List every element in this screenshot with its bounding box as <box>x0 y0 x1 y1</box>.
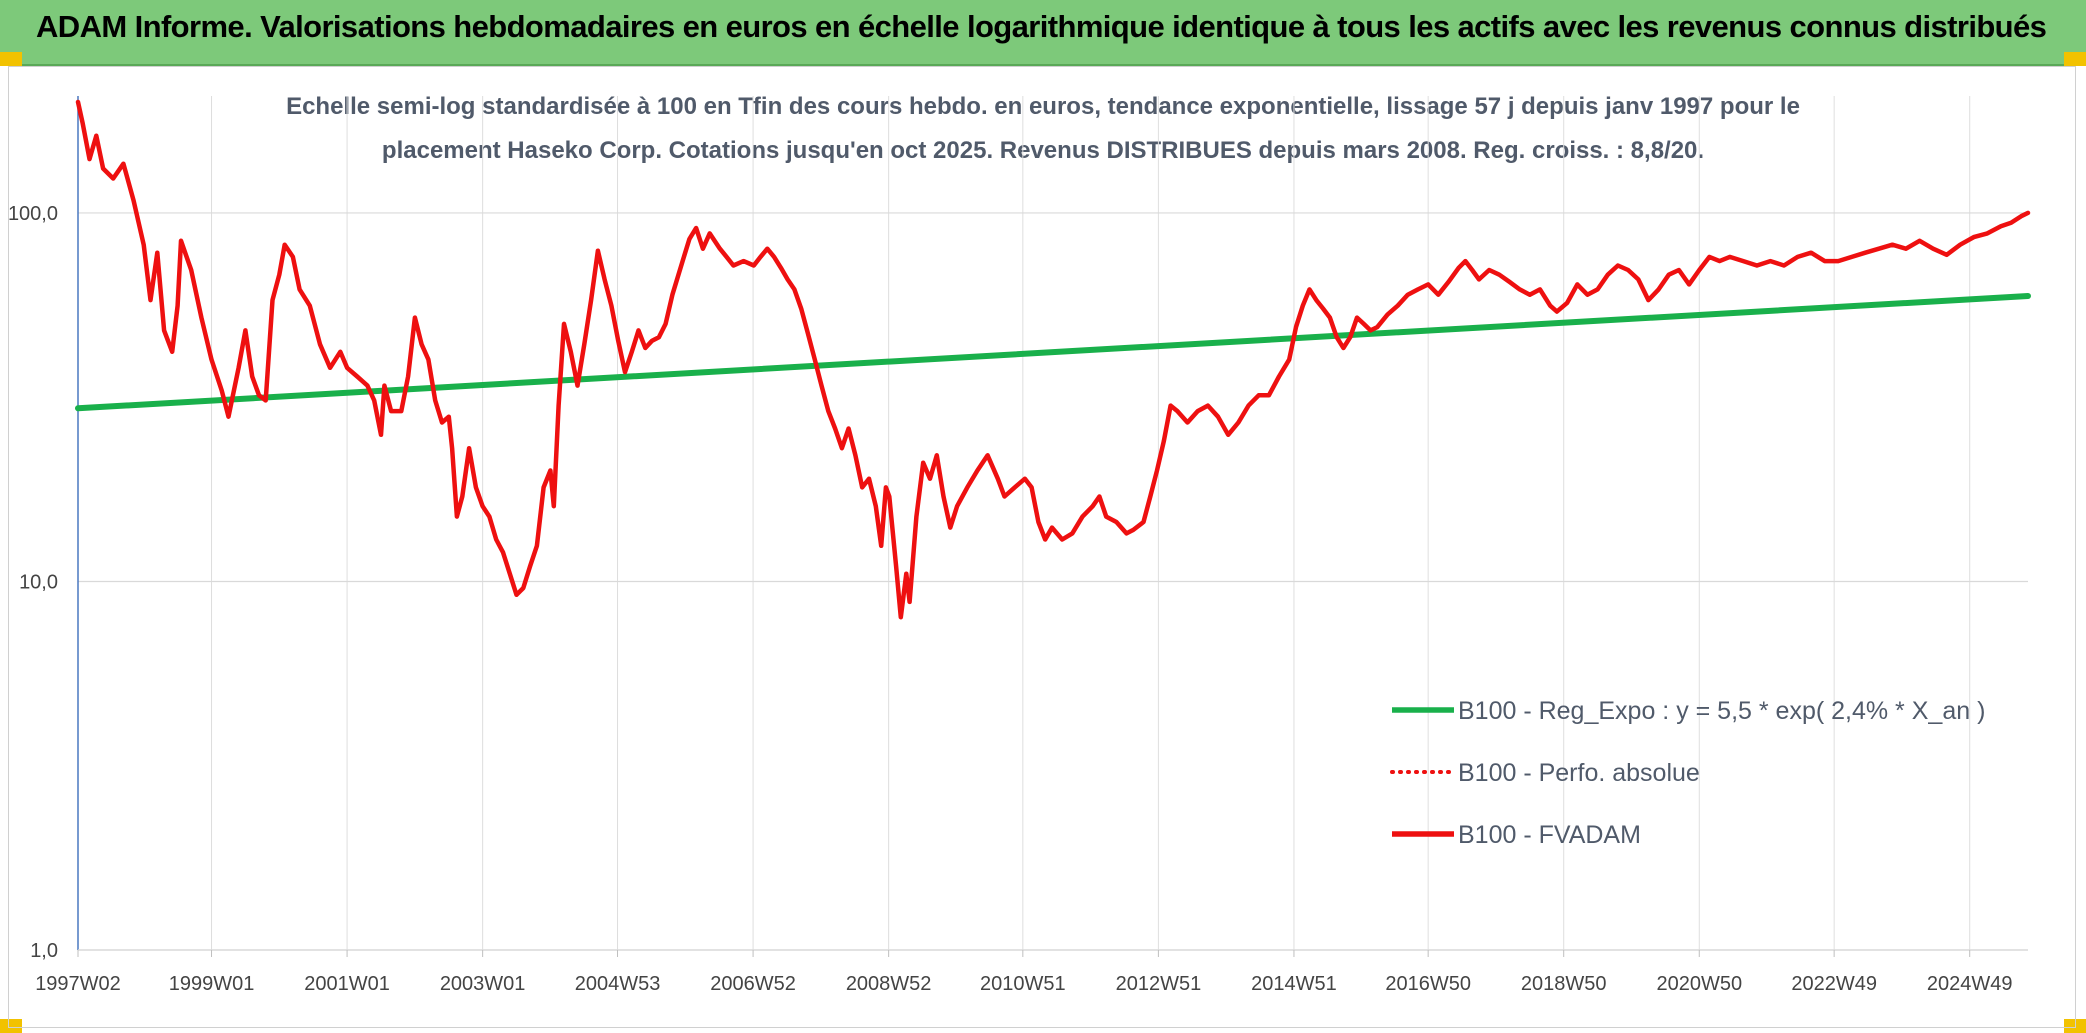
legend-label-3: B100 - FVADAM <box>1458 821 1641 849</box>
corner-marker-bottom-left <box>0 1019 22 1033</box>
x-tick-label: 2001W01 <box>304 973 390 995</box>
x-tick-label: 2003W01 <box>440 973 526 995</box>
x-tick-label: 1999W01 <box>169 973 255 995</box>
legend-label-2: B100 - Perfo. absolue <box>1458 759 1700 787</box>
x-tick-label: 2024W49 <box>1927 973 2013 995</box>
x-tick-label: 2004W53 <box>575 973 661 995</box>
y-tick-label: 1,0 <box>30 940 58 962</box>
legend-label-1: B100 - Reg_Expo : y = 5,5 * exp( 2,4% * … <box>1458 697 1985 725</box>
x-tick-label: 2022W49 <box>1791 973 1877 995</box>
y-tick-label: 100,0 <box>8 203 58 225</box>
x-tick-label: 1997W02 <box>35 973 121 995</box>
x-tick-label: 2016W50 <box>1385 973 1471 995</box>
x-tick-label: 2020W50 <box>1656 973 1742 995</box>
title-banner: ADAM Informe. Valorisations hebdomadaire… <box>0 0 2086 66</box>
x-tick-label: 2014W51 <box>1251 973 1337 995</box>
series-regression-line <box>75 293 2031 412</box>
corner-marker-top-right <box>2064 52 2086 66</box>
chart-title-line-1: Echelle semi-log standardisée à 100 en T… <box>286 93 1800 120</box>
page-title: ADAM Informe. Valorisations hebdomadaire… <box>36 9 2047 44</box>
chart-frame <box>8 66 2076 1028</box>
x-tick-label: 2012W51 <box>1116 973 1202 995</box>
y-tick-label: 10,0 <box>19 571 58 593</box>
x-tick-label: 2018W50 <box>1521 973 1607 995</box>
x-tick-label: 2006W52 <box>710 973 796 995</box>
x-tick-label: 2008W52 <box>846 973 932 995</box>
corner-marker-top-left <box>0 52 22 66</box>
series-fvadam-line <box>75 99 2031 620</box>
x-tick-label: 2010W51 <box>980 973 1066 995</box>
chart-title-line-2: placement Haseko Corp. Cotations jusqu'e… <box>382 137 1704 164</box>
